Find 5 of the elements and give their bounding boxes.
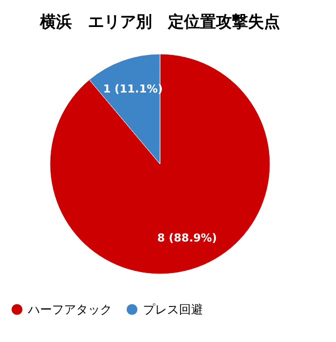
chart-title: 横浜 エリア別 定位置攻撃失点: [39, 12, 280, 31]
legend-label: ハーフアタック: [27, 302, 112, 316]
data-label: 8 (88.9%): [157, 231, 217, 244]
legend-label: プレス回避: [143, 302, 203, 316]
pie-slice: [50, 54, 270, 274]
